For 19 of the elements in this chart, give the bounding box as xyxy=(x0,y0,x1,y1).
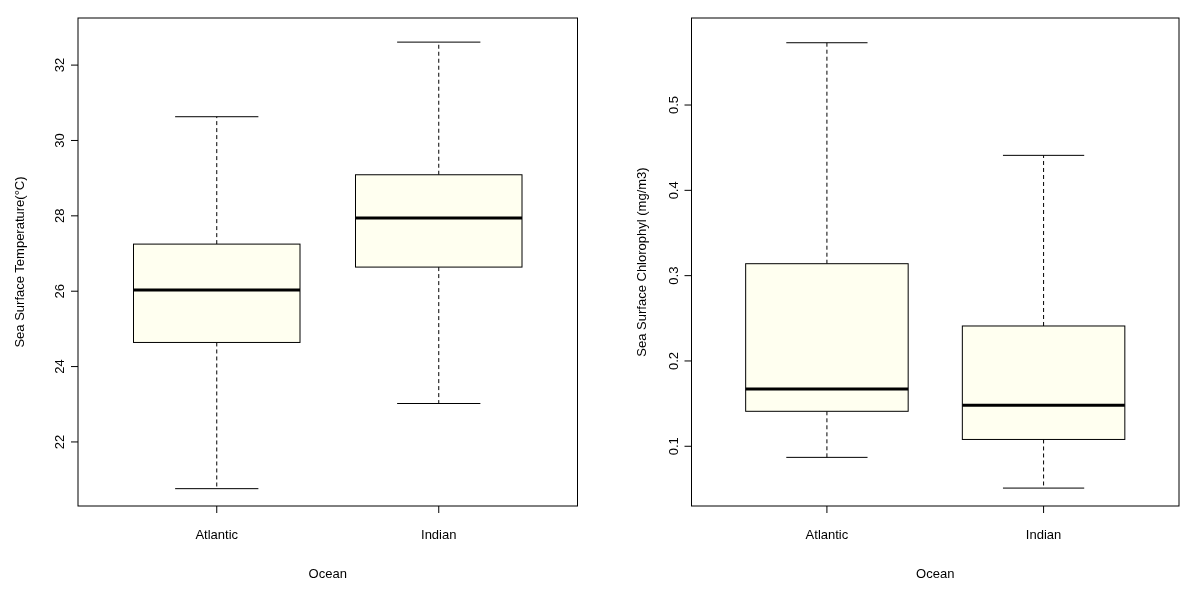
y-tick-label: 30 xyxy=(52,133,67,148)
x-axis-title: Ocean xyxy=(308,566,347,581)
x-tick-label: Atlantic xyxy=(805,527,849,542)
x-tick-label: Indian xyxy=(1025,527,1062,542)
y-tick-label: 0.1 xyxy=(665,437,681,456)
y-axis-title: Sea Surface Chlorophyl (mg/m3) xyxy=(633,167,649,357)
x-tick-label: Indian xyxy=(421,527,457,542)
y-tick-label: 0.4 xyxy=(665,181,681,200)
x-tick-label: Atlantic xyxy=(195,527,239,542)
y-axis-title: Sea Surface Temperature(°C) xyxy=(12,176,27,348)
y-tick-label: 32 xyxy=(52,57,67,73)
y-tick-label: 26 xyxy=(52,283,67,299)
y-tick-label: 28 xyxy=(52,208,67,224)
y-tick-label: 0.2 xyxy=(665,351,681,370)
y-tick-label: 22 xyxy=(52,434,67,450)
y-tick-label: 0.5 xyxy=(665,95,681,115)
y-tick-label: 0.3 xyxy=(665,266,681,285)
y-tick-label: 24 xyxy=(52,359,67,374)
x-axis-title: Ocean xyxy=(916,566,955,581)
